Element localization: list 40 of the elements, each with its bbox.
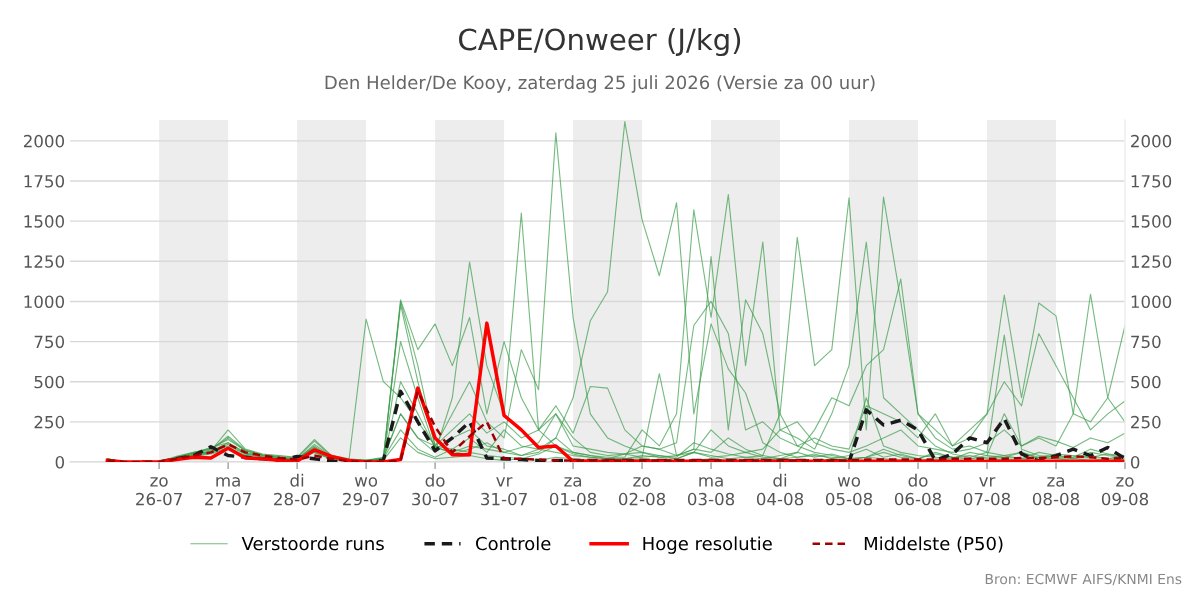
y2-tick-label: 1250 <box>1131 255 1172 268</box>
x-tick-label: zo 26-07 <box>136 477 182 506</box>
y-tick-label: 1000 <box>24 295 65 309</box>
y2-tick-label: 1500 <box>1131 215 1172 228</box>
y2-tick-label: 2000 <box>1131 134 1172 148</box>
y-tick-label: 750 <box>34 335 65 349</box>
y-tick-label: 500 <box>34 375 65 389</box>
y2-tick-label: 500 <box>1131 375 1161 389</box>
y-tick-label: 1250 <box>24 255 65 268</box>
legend-label: Verstoorde runs <box>241 536 384 551</box>
legend-label: Hoge resolutie <box>643 536 772 554</box>
x-tick-label: zo 02-08 <box>618 477 666 506</box>
y2-tick-label: 0 <box>1130 455 1140 469</box>
chart-subtitle: Den Helder/De Kooy, zaterdag 25 juli 2026 (Versie za 00 uur) <box>325 75 875 93</box>
x-tick-label: ma 27-07 <box>205 477 251 506</box>
x-tick-label: za 01-08 <box>549 477 597 506</box>
y2-tick-label: 1750 <box>1131 174 1172 188</box>
x-tick-label: wo 05-08 <box>825 477 873 506</box>
y2-tick-label: 250 <box>1131 415 1161 429</box>
y-tick-label: 250 <box>34 415 65 429</box>
chart-title: CAPE/Onweer (J/kg) <box>459 27 741 57</box>
legend-label: Middelste (P50) <box>864 536 1003 553</box>
x-tick-label: vr 31-07 <box>481 477 527 506</box>
y2-tick-label: 750 <box>1131 335 1161 349</box>
y-tick-label: 1750 <box>24 174 65 188</box>
y-tick-label: 0 <box>55 455 65 469</box>
legend-label: Controle <box>476 536 551 551</box>
x-tick-label: vr 07-08 <box>963 477 1011 506</box>
y-tick-label: 1500 <box>24 215 65 228</box>
x-tick-label: zo 09-08 <box>1101 477 1149 506</box>
text: Bron: ECMWF AIFS/KNMI Ens <box>985 573 1182 586</box>
x-tick-label: di 28-07 <box>274 473 320 506</box>
x-tick-label: do 06-08 <box>894 473 942 506</box>
y-tick-label: 2000 <box>23 134 65 148</box>
x-tick-label: ma 03-08 <box>687 477 735 506</box>
x-tick-label: do 30-07 <box>412 473 458 506</box>
x-tick-label: di 04-08 <box>756 473 804 506</box>
x-tick-label: wo 29-07 <box>343 477 389 506</box>
x-tick-label: za 08-08 <box>1032 477 1080 506</box>
y2-tick-label: 1000 <box>1131 295 1172 309</box>
